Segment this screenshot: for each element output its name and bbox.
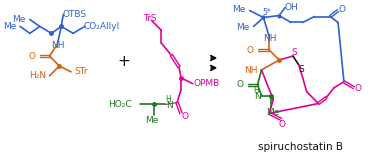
Text: O: O <box>246 46 254 55</box>
Text: H₂N: H₂N <box>29 71 46 80</box>
Text: NH: NH <box>51 41 65 50</box>
Text: O: O <box>354 84 361 93</box>
Text: 5*: 5* <box>262 8 271 17</box>
Text: NH: NH <box>244 66 257 75</box>
Text: O: O <box>279 120 286 129</box>
Text: H: H <box>166 95 171 104</box>
Text: N: N <box>254 92 260 101</box>
Text: STr: STr <box>74 67 88 76</box>
Text: OPMB: OPMB <box>194 79 220 88</box>
Text: CO₂Allyl: CO₂Allyl <box>84 22 120 31</box>
Text: OTBS: OTBS <box>63 10 87 19</box>
Text: H: H <box>253 86 259 95</box>
Text: N: N <box>166 101 173 110</box>
Text: O: O <box>29 52 36 61</box>
Text: O: O <box>237 80 244 89</box>
Text: Me: Me <box>232 5 246 14</box>
Text: Me: Me <box>145 116 158 125</box>
Text: O: O <box>181 112 189 121</box>
Text: Me: Me <box>3 22 16 31</box>
Text: NH: NH <box>263 34 277 43</box>
Text: O: O <box>338 5 345 14</box>
Text: Me: Me <box>12 15 26 24</box>
Text: TrS: TrS <box>143 14 156 23</box>
Text: HO₂C: HO₂C <box>108 100 132 109</box>
Text: Me: Me <box>236 23 250 32</box>
Text: spiruchostatin B: spiruchostatin B <box>258 142 343 152</box>
Text: OH: OH <box>284 3 298 12</box>
Text: +: + <box>118 55 130 69</box>
Text: Me: Me <box>266 108 280 117</box>
Text: S: S <box>291 48 297 57</box>
Text: S: S <box>298 65 304 74</box>
